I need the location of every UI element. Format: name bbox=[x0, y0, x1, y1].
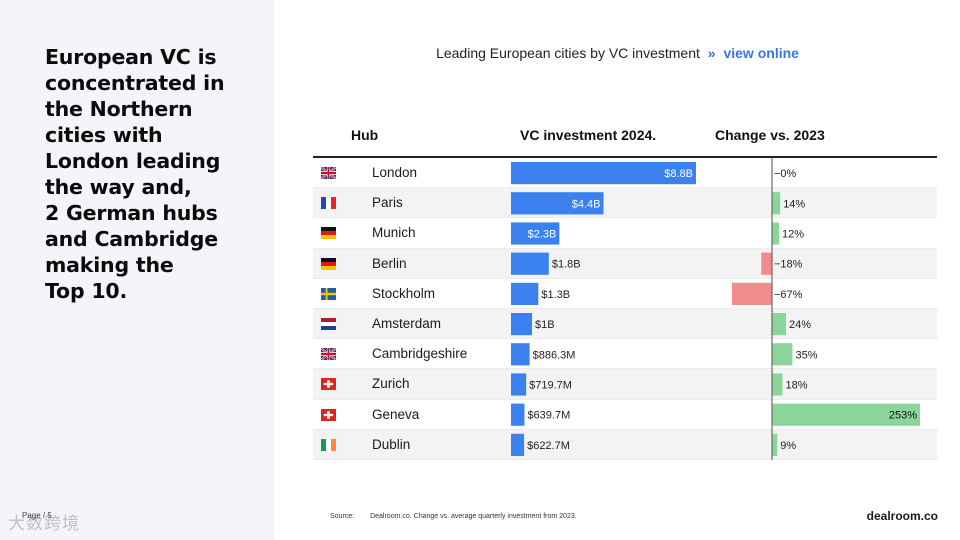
table-row: Berlin bbox=[313, 248, 937, 279]
column-header-change: Change vs. 2023 bbox=[715, 127, 825, 143]
flag-uk-icon bbox=[320, 165, 337, 181]
bar-chart-layer: $8.8B −0% $4.4B 14% $2.3B 12% $1.8B −18% $1.3B −6… bbox=[511, 158, 920, 460]
change-label: −67% bbox=[774, 289, 803, 301]
hub-name: Berlin bbox=[372, 255, 407, 271]
chart-title: Leading European cities by VC investment… bbox=[275, 45, 960, 61]
source-note: Source: Dealroom.co. Change vs. average … bbox=[330, 513, 577, 520]
change-label: 18% bbox=[786, 380, 808, 392]
change-bar bbox=[732, 282, 772, 305]
investment-label: $4.4B bbox=[572, 198, 601, 210]
flag-de-icon bbox=[321, 226, 336, 240]
investment-bar bbox=[511, 192, 604, 215]
investment-label: $1.8B bbox=[552, 259, 581, 271]
change-bar bbox=[772, 313, 787, 336]
investment-label: $2.3B bbox=[528, 229, 557, 241]
headline: European VC is concentrated in the North… bbox=[45, 45, 225, 303]
table-row: Amsterdam bbox=[313, 308, 937, 340]
hub-name: Paris bbox=[372, 195, 403, 211]
investment-bar bbox=[511, 403, 525, 426]
investment-bar bbox=[511, 252, 549, 275]
investment-bar bbox=[511, 373, 527, 396]
flag-se-icon bbox=[321, 287, 336, 300]
change-label: 12% bbox=[782, 229, 804, 241]
change-bar bbox=[772, 192, 781, 215]
chart-title-text: Leading European cities by VC investment bbox=[436, 45, 700, 61]
flag-ch-icon bbox=[321, 408, 336, 421]
table-row: Zurich bbox=[313, 369, 937, 400]
investment-bar bbox=[511, 222, 560, 245]
hub-name: Amsterdam bbox=[372, 315, 442, 331]
table-row: Munich bbox=[313, 218, 937, 249]
flag-de-icon bbox=[321, 257, 336, 270]
change-bar bbox=[772, 403, 920, 426]
table-row: Cambridgeshire bbox=[313, 339, 937, 370]
investment-bar bbox=[511, 343, 530, 366]
change-bar bbox=[772, 433, 778, 456]
table-row: Paris bbox=[313, 188, 937, 219]
investment-bar bbox=[511, 313, 533, 336]
change-label: 253% bbox=[889, 410, 917, 422]
double-chevron-icon: » bbox=[707, 45, 716, 61]
investment-bar bbox=[511, 162, 696, 185]
change-bar bbox=[761, 252, 772, 275]
header-rule bbox=[313, 156, 937, 158]
change-label: 9% bbox=[780, 440, 796, 452]
hub-name: Dublin bbox=[372, 436, 411, 452]
table-row: London bbox=[313, 158, 937, 189]
change-bar bbox=[772, 373, 783, 396]
change-label: 14% bbox=[783, 198, 805, 210]
left-panel: European VC is concentrated in the North… bbox=[0, 0, 274, 540]
investment-label: $1.3B bbox=[541, 289, 570, 301]
hub-name: Geneva bbox=[372, 406, 420, 422]
table-row: Geneva bbox=[313, 400, 937, 430]
investment-bar bbox=[511, 433, 525, 456]
investment-label: $622.7M bbox=[527, 440, 570, 452]
view-online-link[interactable]: view online bbox=[723, 45, 799, 61]
source-text: Dealroom.co. Change vs. average quarterl… bbox=[370, 513, 577, 520]
hub-table: London Paris Munich Berlin Stockholm Amsterda… bbox=[313, 158, 937, 460]
hub-name: London bbox=[372, 165, 418, 180]
source-label: Source: bbox=[330, 513, 355, 520]
column-header-investment: VC investment 2024. bbox=[520, 127, 657, 143]
change-label: −18% bbox=[774, 259, 803, 271]
column-header-hub: Hub bbox=[351, 127, 379, 143]
investment-label: $639.7M bbox=[527, 410, 570, 422]
watermark-text: 大数跨境 bbox=[8, 514, 80, 534]
hub-name: Stockholm bbox=[372, 285, 436, 301]
change-bar bbox=[772, 343, 793, 366]
investment-label: $719.7M bbox=[529, 380, 572, 392]
hub-name: Zurich bbox=[372, 376, 410, 392]
investment-label: $8.8B bbox=[664, 168, 693, 180]
change-label: −0% bbox=[774, 168, 797, 180]
table-row: Dublin bbox=[313, 429, 937, 460]
hub-name: Cambridgeshire bbox=[372, 346, 468, 362]
investment-bar bbox=[511, 282, 539, 305]
change-label: 35% bbox=[795, 349, 817, 361]
investment-label: $886.3M bbox=[533, 349, 576, 361]
investment-label: $1B bbox=[535, 319, 555, 331]
flag-fr-icon bbox=[321, 196, 336, 210]
change-label: 24% bbox=[789, 319, 811, 331]
flag-nl-icon bbox=[321, 317, 336, 330]
flag-uk-icon bbox=[320, 347, 337, 362]
dealroom-logo: dealroom.co bbox=[866, 509, 938, 523]
page-number: Page / 5 bbox=[22, 511, 52, 520]
flag-ie-icon bbox=[321, 438, 336, 451]
hub-name: Munich bbox=[372, 225, 416, 241]
table-row: Stockholm bbox=[313, 279, 937, 309]
change-bar bbox=[772, 222, 780, 245]
flag-ch-icon bbox=[321, 377, 336, 391]
